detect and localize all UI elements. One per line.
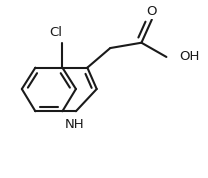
Text: Cl: Cl: [50, 25, 63, 39]
Text: NH: NH: [65, 118, 85, 131]
Text: OH: OH: [179, 49, 199, 63]
Text: O: O: [147, 5, 157, 18]
